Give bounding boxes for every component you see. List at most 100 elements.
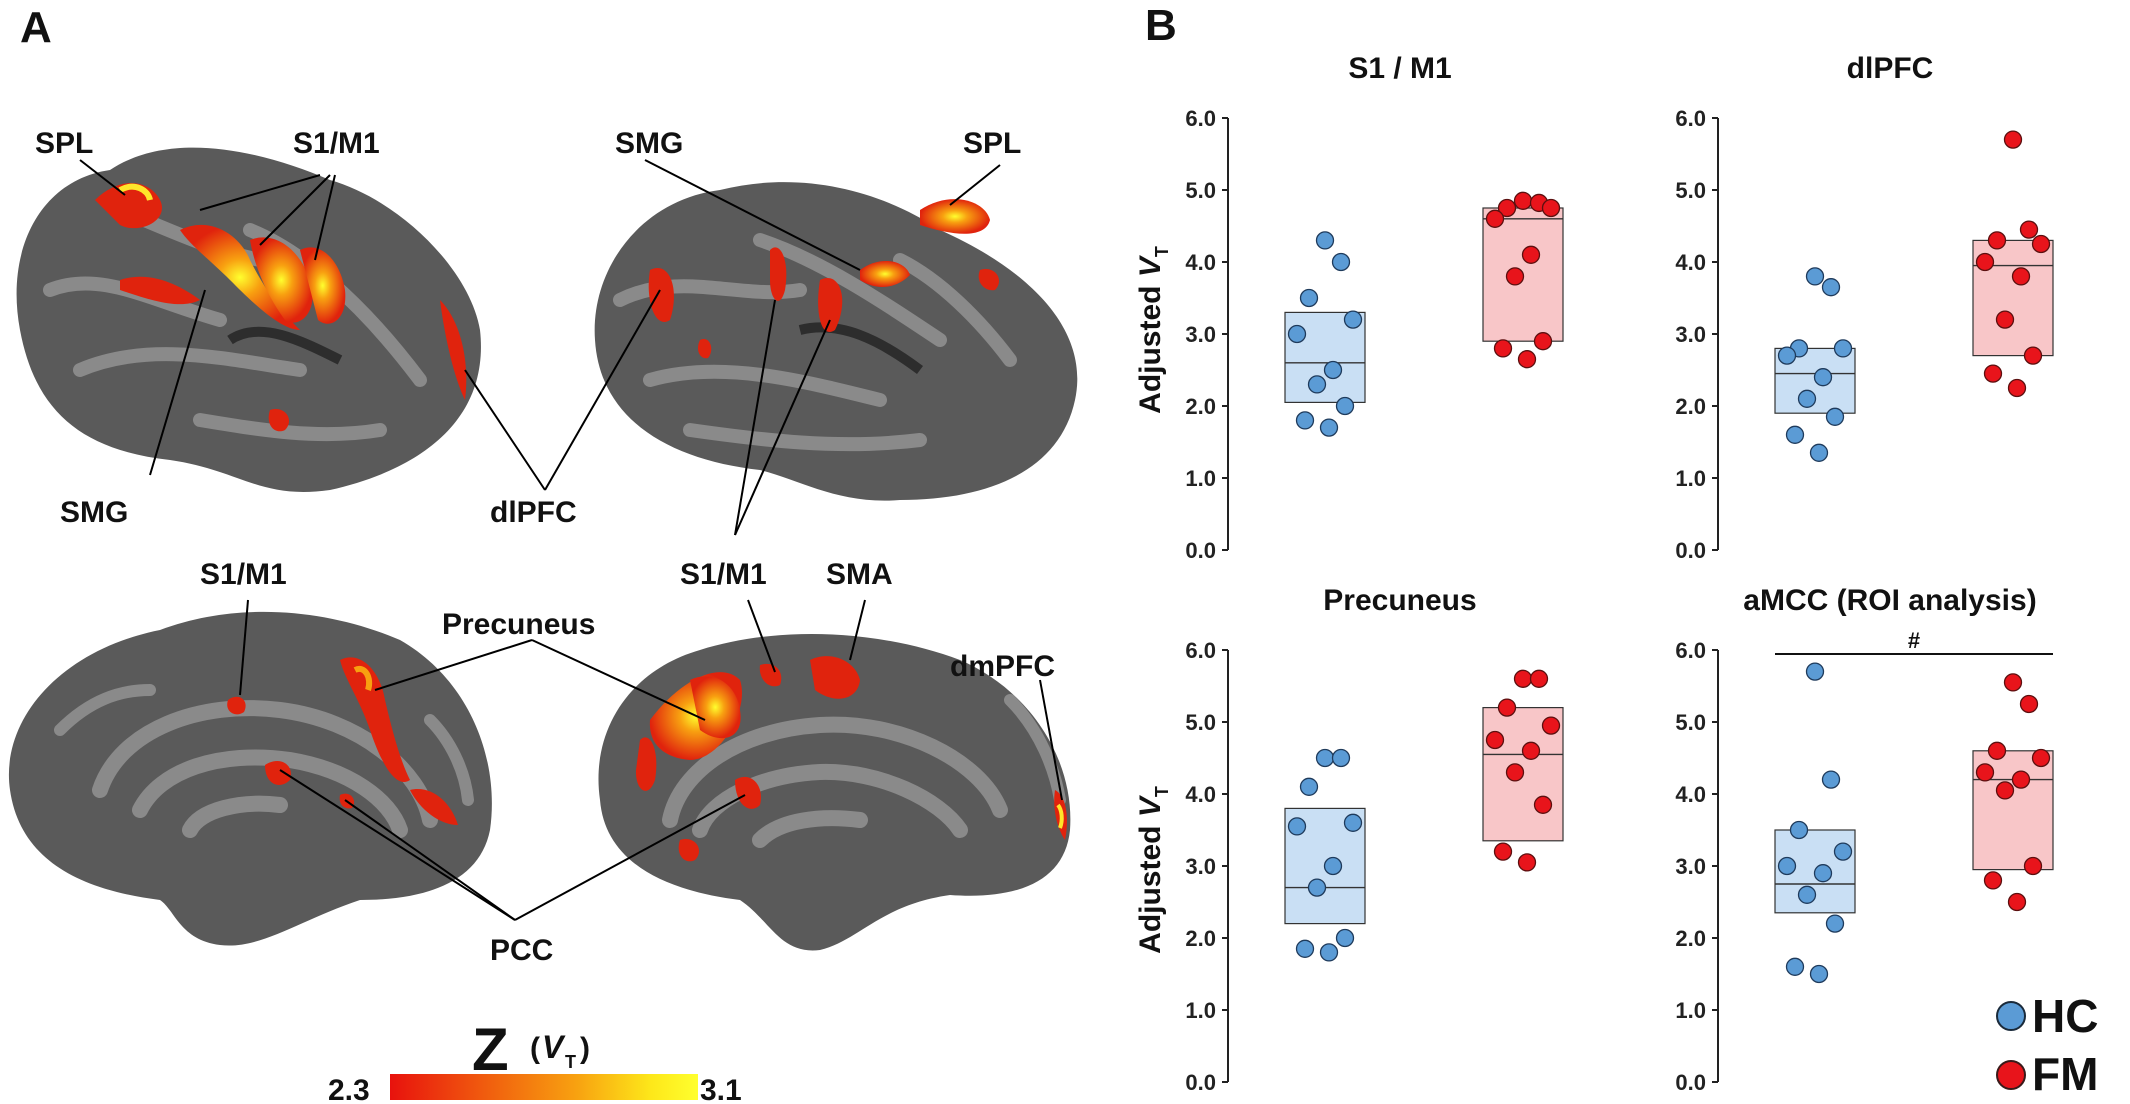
point-fm	[2031, 234, 2051, 254]
point-hc	[1343, 813, 1363, 832]
point-fm	[1983, 871, 2003, 890]
point-fm	[1541, 716, 1561, 735]
plot-0: S1 / M1 0.0 1.0 2.0 3.0 4.0 5.0 6.0	[1185, 52, 1564, 563]
panel-a-letter: A	[20, 3, 52, 52]
point-hc	[1323, 856, 1343, 876]
point-hc	[1287, 324, 1307, 344]
point-hc	[1323, 360, 1343, 380]
point-hc	[1295, 939, 1315, 958]
point-fm	[2011, 267, 2031, 286]
point-hc	[1331, 748, 1351, 768]
label-spl-right: SPL	[963, 127, 1021, 160]
point-hc	[1805, 267, 1825, 286]
point-fm	[2019, 694, 2039, 714]
plot-1: dlPFC 0.0 1.0 2.0 3.0 4.0 5.0 6.0	[1675, 52, 2054, 563]
y-tick-label: 2.0	[1675, 926, 1706, 951]
point-hc	[1315, 748, 1335, 768]
point-fm	[1513, 191, 1533, 210]
point-fm	[1513, 669, 1533, 688]
label-s1m1-lateral-left: S1/M1	[293, 127, 380, 160]
plot-title: dlPFC	[1847, 52, 1934, 85]
y-tick-label: 5.0	[1675, 710, 1706, 735]
y-tick-label: 1.0	[1675, 466, 1706, 491]
point-fm	[1485, 730, 1505, 750]
point-fm	[1493, 339, 1513, 358]
legend-hc-marker	[1996, 1001, 2026, 1031]
point-hc	[1797, 389, 1817, 408]
y-tick-label: 0.0	[1185, 538, 1216, 563]
point-fm	[2003, 673, 2023, 692]
y-tick-label: 6.0	[1675, 106, 1706, 131]
point-fm	[1995, 781, 2015, 800]
ylabel-bottom: Adjusted VT	[1134, 786, 1172, 954]
y-tick-label: 2.0	[1675, 394, 1706, 419]
brain-lateral-left	[16, 147, 481, 493]
point-hc	[1825, 407, 1845, 426]
point-fm	[1533, 795, 1553, 814]
point-fm	[2007, 892, 2027, 912]
point-hc	[1299, 288, 1319, 308]
point-hc	[1777, 346, 1797, 365]
y-tick-label: 0.0	[1675, 1070, 1706, 1095]
y-tick-label: 1.0	[1185, 998, 1216, 1023]
point-hc	[1789, 820, 1809, 840]
legend-fm-marker	[1996, 1060, 2026, 1090]
colorbar: Z ( V T ) 2.3 3.1	[328, 1016, 742, 1104]
point-fm	[1497, 198, 1517, 218]
y-tick-label: 2.0	[1185, 394, 1216, 419]
label-spl-left: SPL	[35, 127, 93, 160]
point-hc	[1295, 411, 1315, 430]
panel-b-letter: B	[1145, 1, 1177, 50]
point-hc	[1343, 310, 1363, 329]
y-tick-label: 6.0	[1675, 638, 1706, 663]
point-fm	[2031, 748, 2051, 768]
y-tick-label: 5.0	[1185, 710, 1216, 735]
point-hc	[1821, 278, 1841, 297]
colorbar-title-close: )	[580, 1032, 590, 1065]
label-s1m1-medial-left: S1/M1	[200, 558, 287, 591]
label-sma: SMA	[826, 558, 893, 591]
point-fm	[1983, 364, 2003, 383]
point-fm	[2011, 770, 2031, 789]
colorbar-title-sub: T	[565, 1052, 576, 1072]
plot-3: aMCC (ROI analysis) 0.0 1.0 2.0 3.0 4.0 5.0 6.0…	[1675, 584, 2054, 1095]
point-fm	[1505, 763, 1525, 782]
point-hc	[1785, 425, 1805, 444]
y-tick-label: 5.0	[1675, 178, 1706, 203]
colorbar-title-z: Z	[472, 1016, 509, 1083]
point-fm	[1987, 741, 2007, 760]
point-hc	[1813, 368, 1833, 387]
colorbar-min-label: 2.3	[328, 1074, 370, 1104]
point-fm	[1485, 209, 1505, 228]
brain-medial-left	[8, 611, 492, 946]
point-hc	[1809, 964, 1829, 984]
point-fm	[1505, 267, 1525, 286]
colorbar-title-v: V	[542, 1029, 566, 1065]
plot-2: Precuneus 0.0 1.0 2.0 3.0 4.0 5.0 6.0	[1185, 584, 1564, 1095]
point-hc	[1797, 885, 1817, 904]
plot-title: aMCC (ROI analysis)	[1743, 584, 2036, 617]
point-hc	[1319, 418, 1339, 437]
label-smg-lateral-right: SMG	[615, 127, 683, 160]
point-hc	[1833, 339, 1853, 358]
y-tick-label: 5.0	[1185, 178, 1216, 203]
y-tick-label: 6.0	[1185, 106, 1216, 131]
point-hc	[1825, 914, 1845, 933]
point-fm	[1529, 669, 1549, 688]
point-fm	[1975, 763, 1995, 782]
point-fm	[1493, 842, 1513, 861]
colorbar-max-label: 3.1	[700, 1074, 742, 1104]
point-hc	[1335, 928, 1355, 948]
point-fm	[1521, 741, 1541, 760]
plots-container: S1 / M1 0.0 1.0 2.0 3.0 4.0 5.0 6.0 dlPFC 0.0 1.0 2…	[1185, 52, 2054, 1095]
brain-lateral-right	[594, 182, 1078, 501]
point-hc	[1331, 252, 1351, 272]
panel-a-brain-maps: A	[8, 3, 1078, 1104]
point-hc	[1805, 662, 1825, 681]
label-pcc: PCC	[490, 934, 553, 967]
point-fm	[1975, 252, 1995, 272]
leader-lines	[79, 159, 1063, 921]
point-hc	[1777, 856, 1797, 876]
box-fm	[1972, 750, 2054, 871]
y-tick-label: 3.0	[1185, 854, 1216, 879]
